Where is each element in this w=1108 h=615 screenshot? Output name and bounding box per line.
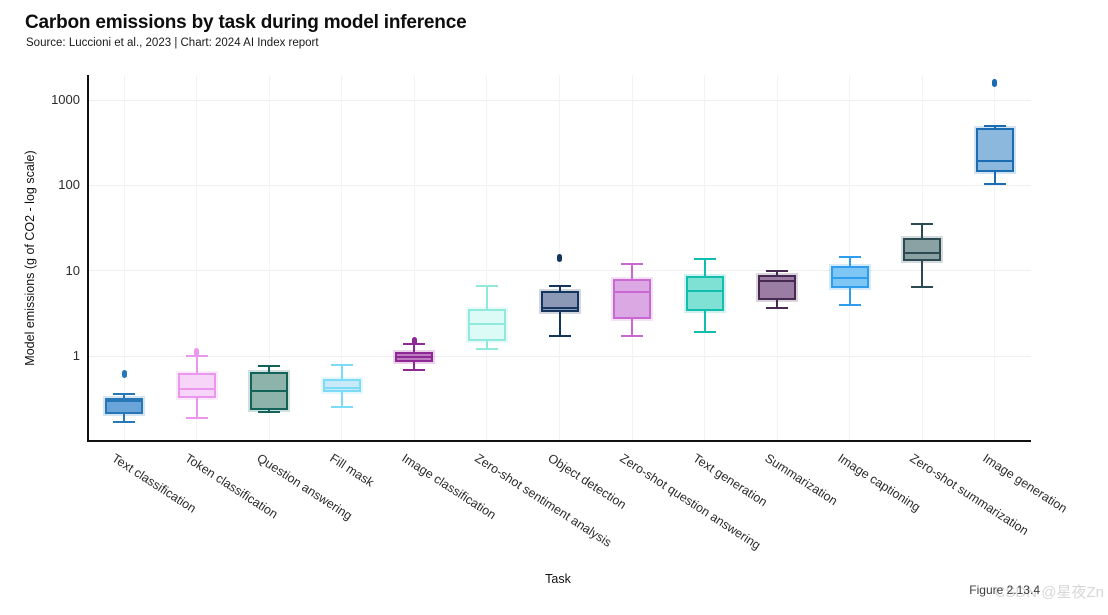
box-iqr <box>830 265 869 288</box>
outlier-point <box>557 254 562 263</box>
whisker-cap-high <box>983 124 1006 127</box>
whisker-cap-high <box>113 392 136 395</box>
y-axis-tick-label: 10 <box>65 262 80 278</box>
x-axis-tick-label: Zero-shot summarization <box>907 451 1032 539</box>
y-axis-title: Model emissions (g of CO2 - log scale) <box>23 150 37 366</box>
outlier-point <box>992 78 998 87</box>
x-axis-tick-label: Fill mask <box>327 451 377 490</box>
box-iqr <box>105 398 144 414</box>
whisker-cap-low <box>911 285 934 288</box>
median-line <box>903 252 942 255</box>
box-iqr <box>758 275 797 301</box>
x-axis-tick-label: Summarization <box>762 451 841 509</box>
whisker-cap-low <box>113 420 136 423</box>
vertical-gridline <box>486 75 488 441</box>
whisker-cap-low <box>185 416 208 419</box>
whisker-cap-low <box>403 368 426 371</box>
whisker-cap-high <box>548 285 571 288</box>
y-axis-tick-label: 1000 <box>51 92 80 108</box>
vertical-gridline <box>631 75 633 441</box>
vertical-gridline <box>341 75 343 441</box>
median-line <box>250 389 289 392</box>
whisker-cap-high <box>693 258 716 261</box>
box-iqr <box>467 308 506 341</box>
y-axis-tick-label: 100 <box>58 177 80 193</box>
whisker-cap-high <box>766 270 789 273</box>
median-line <box>177 388 216 391</box>
x-axis-title: Task <box>545 572 571 586</box>
whisker-cap-high <box>475 285 498 288</box>
box-iqr <box>903 238 942 261</box>
whisker-cap-high <box>838 256 861 259</box>
chart-title: Carbon emissions by task during model in… <box>25 12 467 33</box>
chart-subtitle: Source: Luccioni et al., 2023 | Chart: 2… <box>26 37 319 49</box>
box-iqr <box>613 278 652 320</box>
vertical-gridline <box>413 75 415 441</box>
whisker-cap-high <box>258 365 281 368</box>
box-iqr <box>975 128 1014 172</box>
median-line <box>685 289 724 292</box>
whisker-cap-high <box>911 223 934 226</box>
box-iqr <box>322 378 361 392</box>
median-line <box>322 387 361 390</box>
whisker-cap-low <box>258 411 281 414</box>
vertical-gridline <box>268 75 270 441</box>
whisker-cap-low <box>475 348 498 351</box>
whisker-cap-high <box>185 355 208 357</box>
x-axis-tick-label: Zero-shot sentiment analysis <box>472 451 614 550</box>
median-line <box>105 399 144 402</box>
whisker-cap-low <box>548 335 571 338</box>
whisker-cap-low <box>621 335 644 338</box>
box-iqr <box>540 290 579 312</box>
median-line <box>613 291 652 294</box>
median-line <box>975 159 1014 162</box>
vertical-gridline <box>776 75 778 441</box>
whisker-cap-high <box>330 364 353 367</box>
y-axis-line <box>87 75 89 442</box>
x-axis-line <box>87 440 1031 442</box>
y-axis-tick-label: 1 <box>72 348 80 363</box>
whisker-cap-low <box>983 182 1006 185</box>
median-line <box>830 277 869 280</box>
median-line <box>540 306 579 309</box>
vertical-gridline <box>994 75 996 441</box>
outlier-point <box>121 369 127 378</box>
median-line <box>467 322 506 325</box>
box-iqr <box>177 373 216 399</box>
x-axis-tick-label: Zero-shot question answering <box>617 451 764 553</box>
whisker-cap-low <box>838 303 861 306</box>
median-line <box>758 279 797 282</box>
whisker-cap-low <box>766 306 789 309</box>
watermark-text: CSDN @星夜Zn <box>994 584 1104 601</box>
box-iqr <box>685 275 724 311</box>
vertical-gridline <box>123 75 125 441</box>
whisker-cap-low <box>330 406 353 409</box>
vertical-gridline <box>196 75 198 441</box>
outlier-point <box>411 336 417 345</box>
whisker-cap-high <box>621 262 644 265</box>
whisker-cap-low <box>693 331 716 334</box>
figure-caption: Figure 2.13.4 <box>969 583 1040 597</box>
vertical-gridline <box>704 75 706 441</box>
outlier-point <box>194 348 200 357</box>
median-line <box>395 356 434 359</box>
